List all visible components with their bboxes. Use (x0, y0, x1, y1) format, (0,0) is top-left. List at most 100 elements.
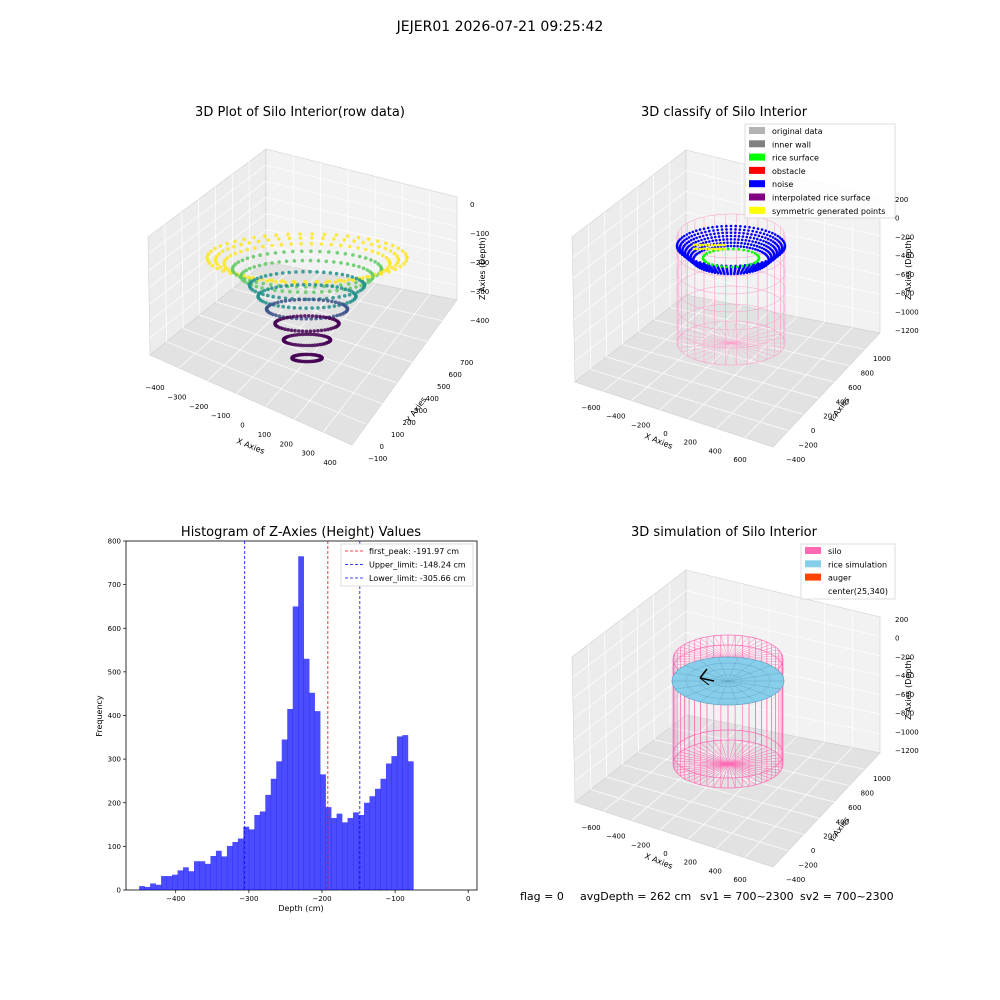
histogram-bar (270, 778, 277, 890)
simulation-z-tick-label: −600 (895, 691, 914, 699)
histogram-y-tick-label: 100 (108, 843, 121, 851)
histogram-y-tick-label: 400 (108, 712, 121, 720)
histogram-y-tick-label: 300 (108, 756, 121, 764)
simulation-y-tick-label: 1000 (873, 775, 891, 783)
classify-y-tick-label: 0 (811, 427, 815, 435)
classify-legend-swatch (749, 180, 765, 188)
raw-z-axis-label: Z Axies (Depth) (478, 237, 487, 300)
histogram-bar (139, 886, 145, 890)
raw-x-ticks: −400−300−200−100 0 100 200 300 400 (145, 384, 336, 467)
classify-x-tick-label: 200 (684, 439, 697, 447)
histogram-bar (325, 807, 332, 890)
histogram-bar (144, 886, 151, 890)
raw-point-cloud (205, 232, 409, 364)
histogram-bar (166, 876, 173, 890)
histogram-bar (177, 870, 184, 890)
histogram-bar (155, 884, 162, 890)
histogram-bar (221, 856, 228, 890)
raw-z-tick-label: −400 (470, 317, 489, 325)
histogram-bars (139, 556, 414, 890)
simulation-y-tick-label: 800 (861, 789, 874, 797)
simulation-y-tick-label: −200 (798, 862, 817, 870)
histogram-x-tick-label: 0 (466, 895, 470, 903)
histogram-bar (254, 814, 261, 890)
classify-legend-swatch (749, 140, 765, 148)
histogram-bar (292, 606, 299, 890)
simulation-legend-label: silo (828, 547, 842, 556)
histogram-bar (320, 774, 326, 890)
classify-x-tick-label: 400 (708, 447, 721, 455)
histogram-bar (199, 861, 206, 890)
classify-y-tick-label: 600 (848, 384, 861, 392)
classify-x-axis-label: X Axies (643, 432, 674, 451)
simulation-x-ticks: −600 −400 −200 0 200 400 600 (581, 824, 746, 884)
histogram-bar (161, 876, 167, 890)
classify-legend-swatch (749, 153, 765, 161)
panel-raw-title: 3D Plot of Silo Interior(row data) (195, 105, 405, 120)
histogram-bar (407, 761, 414, 890)
raw-z-tick-label: −100 (470, 230, 489, 238)
histogram-bar (402, 735, 409, 890)
panel-simulation-3d: 3D simulation of Silo Interior −600−400−… (571, 525, 919, 884)
simulation-y-tick-label: −400 (786, 876, 805, 884)
histogram-bar (298, 556, 304, 890)
histogram-y-tick-label: 0 (117, 887, 121, 895)
raw-y-tick-label: 100 (391, 431, 404, 439)
panel-simulation-title: 3D simulation of Silo Interior (631, 525, 818, 540)
simulation-x-tick-label: −600 (581, 824, 600, 832)
classify-legend-label: inner wall (772, 140, 811, 149)
classify-y-tick-label: 1000 (873, 355, 891, 363)
raw-3d-box (147, 148, 458, 446)
simulation-3d-box (571, 569, 881, 868)
histogram-bar (248, 829, 255, 890)
histogram-bar (194, 861, 200, 890)
raw-y-ticks: −100 0 100 200 300 400 500 600 700 (368, 359, 473, 463)
classify-y-tick-label: −200 (798, 442, 817, 450)
histogram-x-tick-label: −300 (239, 895, 258, 903)
raw-z-tick-label: 0 (470, 201, 474, 209)
simulation-legend-swatch (805, 560, 821, 568)
histogram-legend: first_peak: -191.97 cm Upper_limit: -148.… (340, 543, 474, 587)
classify-z-tick-label: 200 (895, 196, 908, 204)
footer-sv2: sv2 = 700~2300 (800, 890, 894, 903)
simulation-y-tick-label: 400 (836, 818, 849, 826)
histogram-y-ticks: 0 100 200 300 400 500 600 700 800 (108, 538, 126, 895)
raw-x-tick-label: −200 (189, 403, 208, 411)
raw-x-tick-label: 300 (301, 450, 314, 458)
histogram-bar (342, 822, 348, 890)
classify-z-tick-label: −1200 (895, 327, 919, 335)
simulation-x-tick-label: 400 (708, 867, 721, 875)
raw-x-axis-label: X Axies (235, 437, 266, 456)
histogram-legend-label: Upper_limit: -148.24 cm (369, 561, 466, 570)
panel-raw-3d: 3D Plot of Silo Interior(row data) −400 −… (145, 105, 489, 467)
histogram-x-ticks: −400 −300 −200 −100 0 (166, 890, 470, 903)
histogram-bar (210, 855, 217, 890)
histogram-bar (369, 796, 376, 890)
histogram-title: Histogram of Z-Axies (Height) Values (181, 525, 421, 540)
classify-legend: original data inner wall rice surface obsta… (744, 123, 896, 219)
classify-x-tick-label: −200 (631, 421, 650, 429)
raw-y-tick-label: 500 (437, 383, 450, 391)
raw-y-tick-label: 0 (380, 443, 384, 451)
simulation-z-tick-label: −1000 (895, 728, 919, 736)
panel-classify-title: 3D classify of Silo Interior (641, 105, 808, 120)
raw-y-tick-label: 300 (414, 407, 427, 415)
histogram-y-tick-label: 500 (108, 668, 121, 676)
simulation-legend: silo rice simulation auger center(25,340) (800, 543, 896, 600)
footer-avg-depth: avgDepth = 262 cm (580, 890, 691, 903)
simulation-z-axis-label: Z Axies (Depth) (904, 657, 913, 720)
histogram-bar (265, 794, 272, 890)
classify-legend-swatch (749, 206, 765, 214)
histogram-bar (364, 802, 370, 890)
histogram-bar (391, 756, 398, 890)
raw-z-tick-label: −300 (470, 288, 489, 296)
classify-legend-label: symmetric generated points (772, 207, 885, 216)
simulation-z-tick-label: −400 (895, 672, 914, 680)
simulation-y-tick-label: 200 (823, 833, 836, 841)
classify-y-tick-label: 400 (836, 398, 849, 406)
raw-y-tick-label: 200 (403, 419, 416, 427)
histogram-x-tick-label: −400 (166, 895, 185, 903)
histogram-bar (396, 736, 403, 890)
simulation-z-tick-label: −200 (895, 653, 914, 661)
histogram-bar (347, 818, 354, 890)
